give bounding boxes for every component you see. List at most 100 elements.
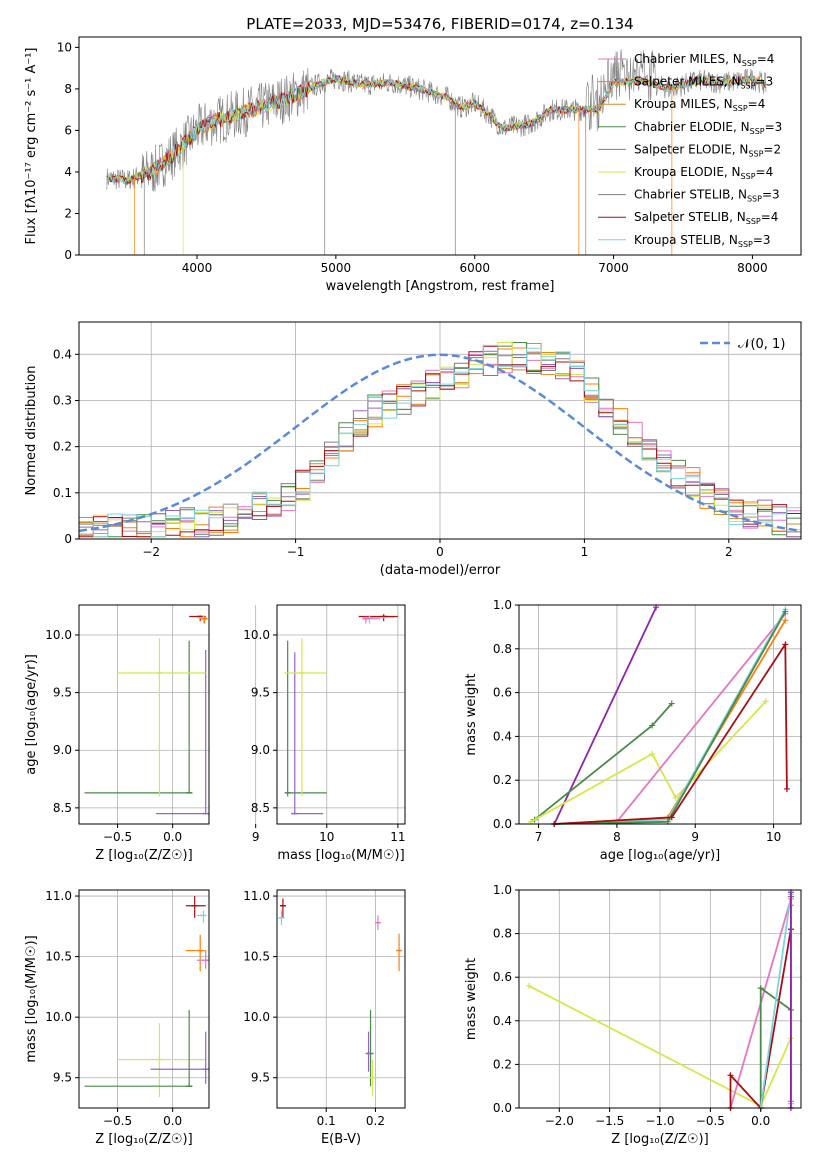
y-tick-label-2: 0.2 xyxy=(53,440,72,454)
legend-label-sub-8: SSP xyxy=(738,240,753,249)
spectrum-panel: 4000 5000 6000 7000 8000 0 2 4 6 8 10 wavelength [A… xyxy=(24,36,802,294)
y-tick-label-5: 1.0 xyxy=(493,883,512,897)
y-tick-label-1: 9.0 xyxy=(251,743,270,757)
legend-label-4: Salpeter ELODIE, NSSP=2 xyxy=(634,142,781,158)
x-tick-label-2: 9 xyxy=(691,830,699,844)
y-tick-label-2: 0.4 xyxy=(493,729,512,743)
weight-marker-2-3 xyxy=(762,698,769,705)
legend-label-5: Kroupa ELODIE, NSSP=4 xyxy=(634,165,773,181)
legend-label-6: Chabrier STELIB, NSSP=3 xyxy=(634,188,780,204)
y-tick-label-2: 9.5 xyxy=(251,686,270,700)
y-tick-label-3: 10.0 xyxy=(45,628,72,642)
legend-label-end-3: =3 xyxy=(765,120,783,134)
y-tick-label-4: 0.4 xyxy=(53,347,72,361)
x-tick-label-1: 10 xyxy=(319,830,334,844)
x-tick-label-0: −2.0 xyxy=(545,1114,574,1128)
y-tick-label-5: 10 xyxy=(57,40,72,54)
y-tick-label-4: 8 xyxy=(64,82,72,96)
x-tick-label-2: 0 xyxy=(436,545,444,559)
x-axis-label: wavelength [Angstrom, rest frame] xyxy=(326,279,555,294)
weight-marker-6-2 xyxy=(782,608,789,615)
x-tick-label-4: 2 xyxy=(725,545,733,559)
histogram-series-5 xyxy=(79,342,801,538)
legend-label-sub-7: SSP xyxy=(746,217,761,226)
weight-marker-4-2 xyxy=(782,617,789,624)
axes-frame xyxy=(276,604,406,825)
y-tick-label-0: 0.0 xyxy=(493,1101,512,1115)
x-tick-label-0: −0.5 xyxy=(103,1114,132,1128)
x-tick-label-4: 0.0 xyxy=(751,1114,770,1128)
age_vs_mass-panel: 9 10 11 8.5 9.0 9.5 10.0 mass [log₁₀(M/M☉)] xyxy=(243,604,406,863)
y-tick-label-1: 0.2 xyxy=(493,773,512,787)
weight-marker-7-1 xyxy=(668,814,675,821)
x-tick-label-0: 7 xyxy=(535,830,543,844)
legend-label-2: Kroupa MILES, NSSP=4 xyxy=(634,97,765,113)
legend-label-end-1: =3 xyxy=(756,75,774,89)
legend-label-sub-5: SSP xyxy=(741,172,756,181)
y-tick-label-2: 10.5 xyxy=(243,950,270,964)
axes-frame xyxy=(78,889,210,1109)
x-axis-label: Z [log₁₀(Z/Z☉)] xyxy=(95,1132,192,1147)
x-axis-label: mass [log₁₀(M/M☉)] xyxy=(277,848,404,863)
weight-marker-1-1 xyxy=(649,722,656,729)
x-tick-label-1: 5000 xyxy=(321,261,352,275)
legend-label-main-8: Kroupa STELIB, N xyxy=(634,233,738,247)
y-tick-label-1: 10.0 xyxy=(45,1010,72,1024)
x-tick-label-0: −0.5 xyxy=(103,830,132,844)
legend-label-end-8: =3 xyxy=(753,233,771,247)
x-tick-label-0: 4000 xyxy=(182,261,213,275)
y-tick-label-1: 10.0 xyxy=(243,1010,270,1024)
residuals-panel: −2 −1 0 1 2 0 0.1 0.2 0.3 0.4 (data-model)/error No… xyxy=(24,321,802,578)
gaussian-legend-label: 𝒩(0, 1) xyxy=(738,337,785,352)
x-tick-label-4: 8000 xyxy=(737,261,768,275)
legend-label-end-0: =4 xyxy=(757,52,775,66)
legend-label-main-1: Salpeter MILES, N xyxy=(634,75,741,89)
y-tick-label-0: 8.5 xyxy=(53,801,72,815)
legend-label-main-0: Chabrier MILES, N xyxy=(634,52,742,66)
legend-label-sub-4: SSP xyxy=(748,149,763,158)
weight-line-3 xyxy=(616,613,786,823)
x-tick-label-1: 8 xyxy=(613,830,621,844)
y-tick-label-3: 11.0 xyxy=(243,889,270,903)
spectrum-line-5 xyxy=(106,75,766,185)
weight-marker-3-1 xyxy=(757,985,764,992)
axes-frame xyxy=(276,889,406,1109)
legend-label-0: Chabrier MILES, NSSP=4 xyxy=(634,52,774,68)
legend-label-sub-6: SSP xyxy=(747,195,762,204)
mass_weight_vs_age-panel: 7 8 9 10 0.0 0.2 0.4 0.6 0.8 1.0 age [log₁₀(age/yr… xyxy=(464,598,802,863)
y-tick-label-1: 2 xyxy=(64,206,72,220)
figure-title: PLATE=2033, MJD=53476, FIBERID=0174, z=0… xyxy=(246,15,633,33)
x-tick-label-1: 0.0 xyxy=(163,1114,182,1128)
y-tick-label-0: 9.5 xyxy=(53,1071,72,1085)
weight-line-4 xyxy=(554,619,787,825)
x-tick-label-3: 7000 xyxy=(598,261,629,275)
x-tick-label-0: −2 xyxy=(142,545,160,559)
x-tick-label-0: 0.1 xyxy=(317,1114,336,1128)
legend-label-main-7: Salpeter STELIB, N xyxy=(634,210,746,224)
y-tick-label-2: 10.5 xyxy=(45,950,72,964)
legend-label-main-5: Kroupa ELODIE, N xyxy=(634,165,741,179)
y-tick-label-4: 0.8 xyxy=(493,927,512,941)
age_vs_Z-panel: −0.5 0.0 8.5 9.0 9.5 10.0 Z [log₁₀(Z/Z☉)] age [… xyxy=(24,604,210,863)
y-tick-label-1: 9.0 xyxy=(53,743,72,757)
weight-marker-2-1 xyxy=(727,1072,734,1079)
legend-label-sub-1: SSP xyxy=(741,82,756,91)
x-tick-label-2: 11 xyxy=(390,830,405,844)
weight-marker-1-2 xyxy=(668,700,675,707)
y-tick-label-4: 0.8 xyxy=(493,642,512,656)
y-tick-label-3: 0.6 xyxy=(493,970,512,984)
legend-label-sub-2: SSP xyxy=(733,104,748,113)
x-tick-label-3: 1 xyxy=(581,545,589,559)
x-tick-label-1: 0.0 xyxy=(163,830,182,844)
x-axis-label: Z [log₁₀(Z/Z☉)] xyxy=(611,1132,708,1147)
legend-label-end-2: =4 xyxy=(748,97,766,111)
gaussian-curve xyxy=(78,353,802,533)
mass_weight_vs_Z-panel: −2.0 −1.5 −1.0 −0.5 0.0 0.0 0.2 0.4 0.6 0.8 1.0 Z [… xyxy=(464,883,802,1147)
y-axis-label: age [log₁₀(age/yr)] xyxy=(24,654,39,775)
x-tick-label-3: −0.5 xyxy=(696,1114,725,1128)
legend-label-sub-0: SSP xyxy=(742,59,757,68)
y-axis-label: mass [log₁₀(M/M☉)] xyxy=(24,935,39,1062)
y-axis-label: Flux [fλ10⁻¹⁷ erg cm⁻² s⁻¹ A⁻¹] xyxy=(24,48,39,245)
weight-line-5 xyxy=(759,894,792,1109)
